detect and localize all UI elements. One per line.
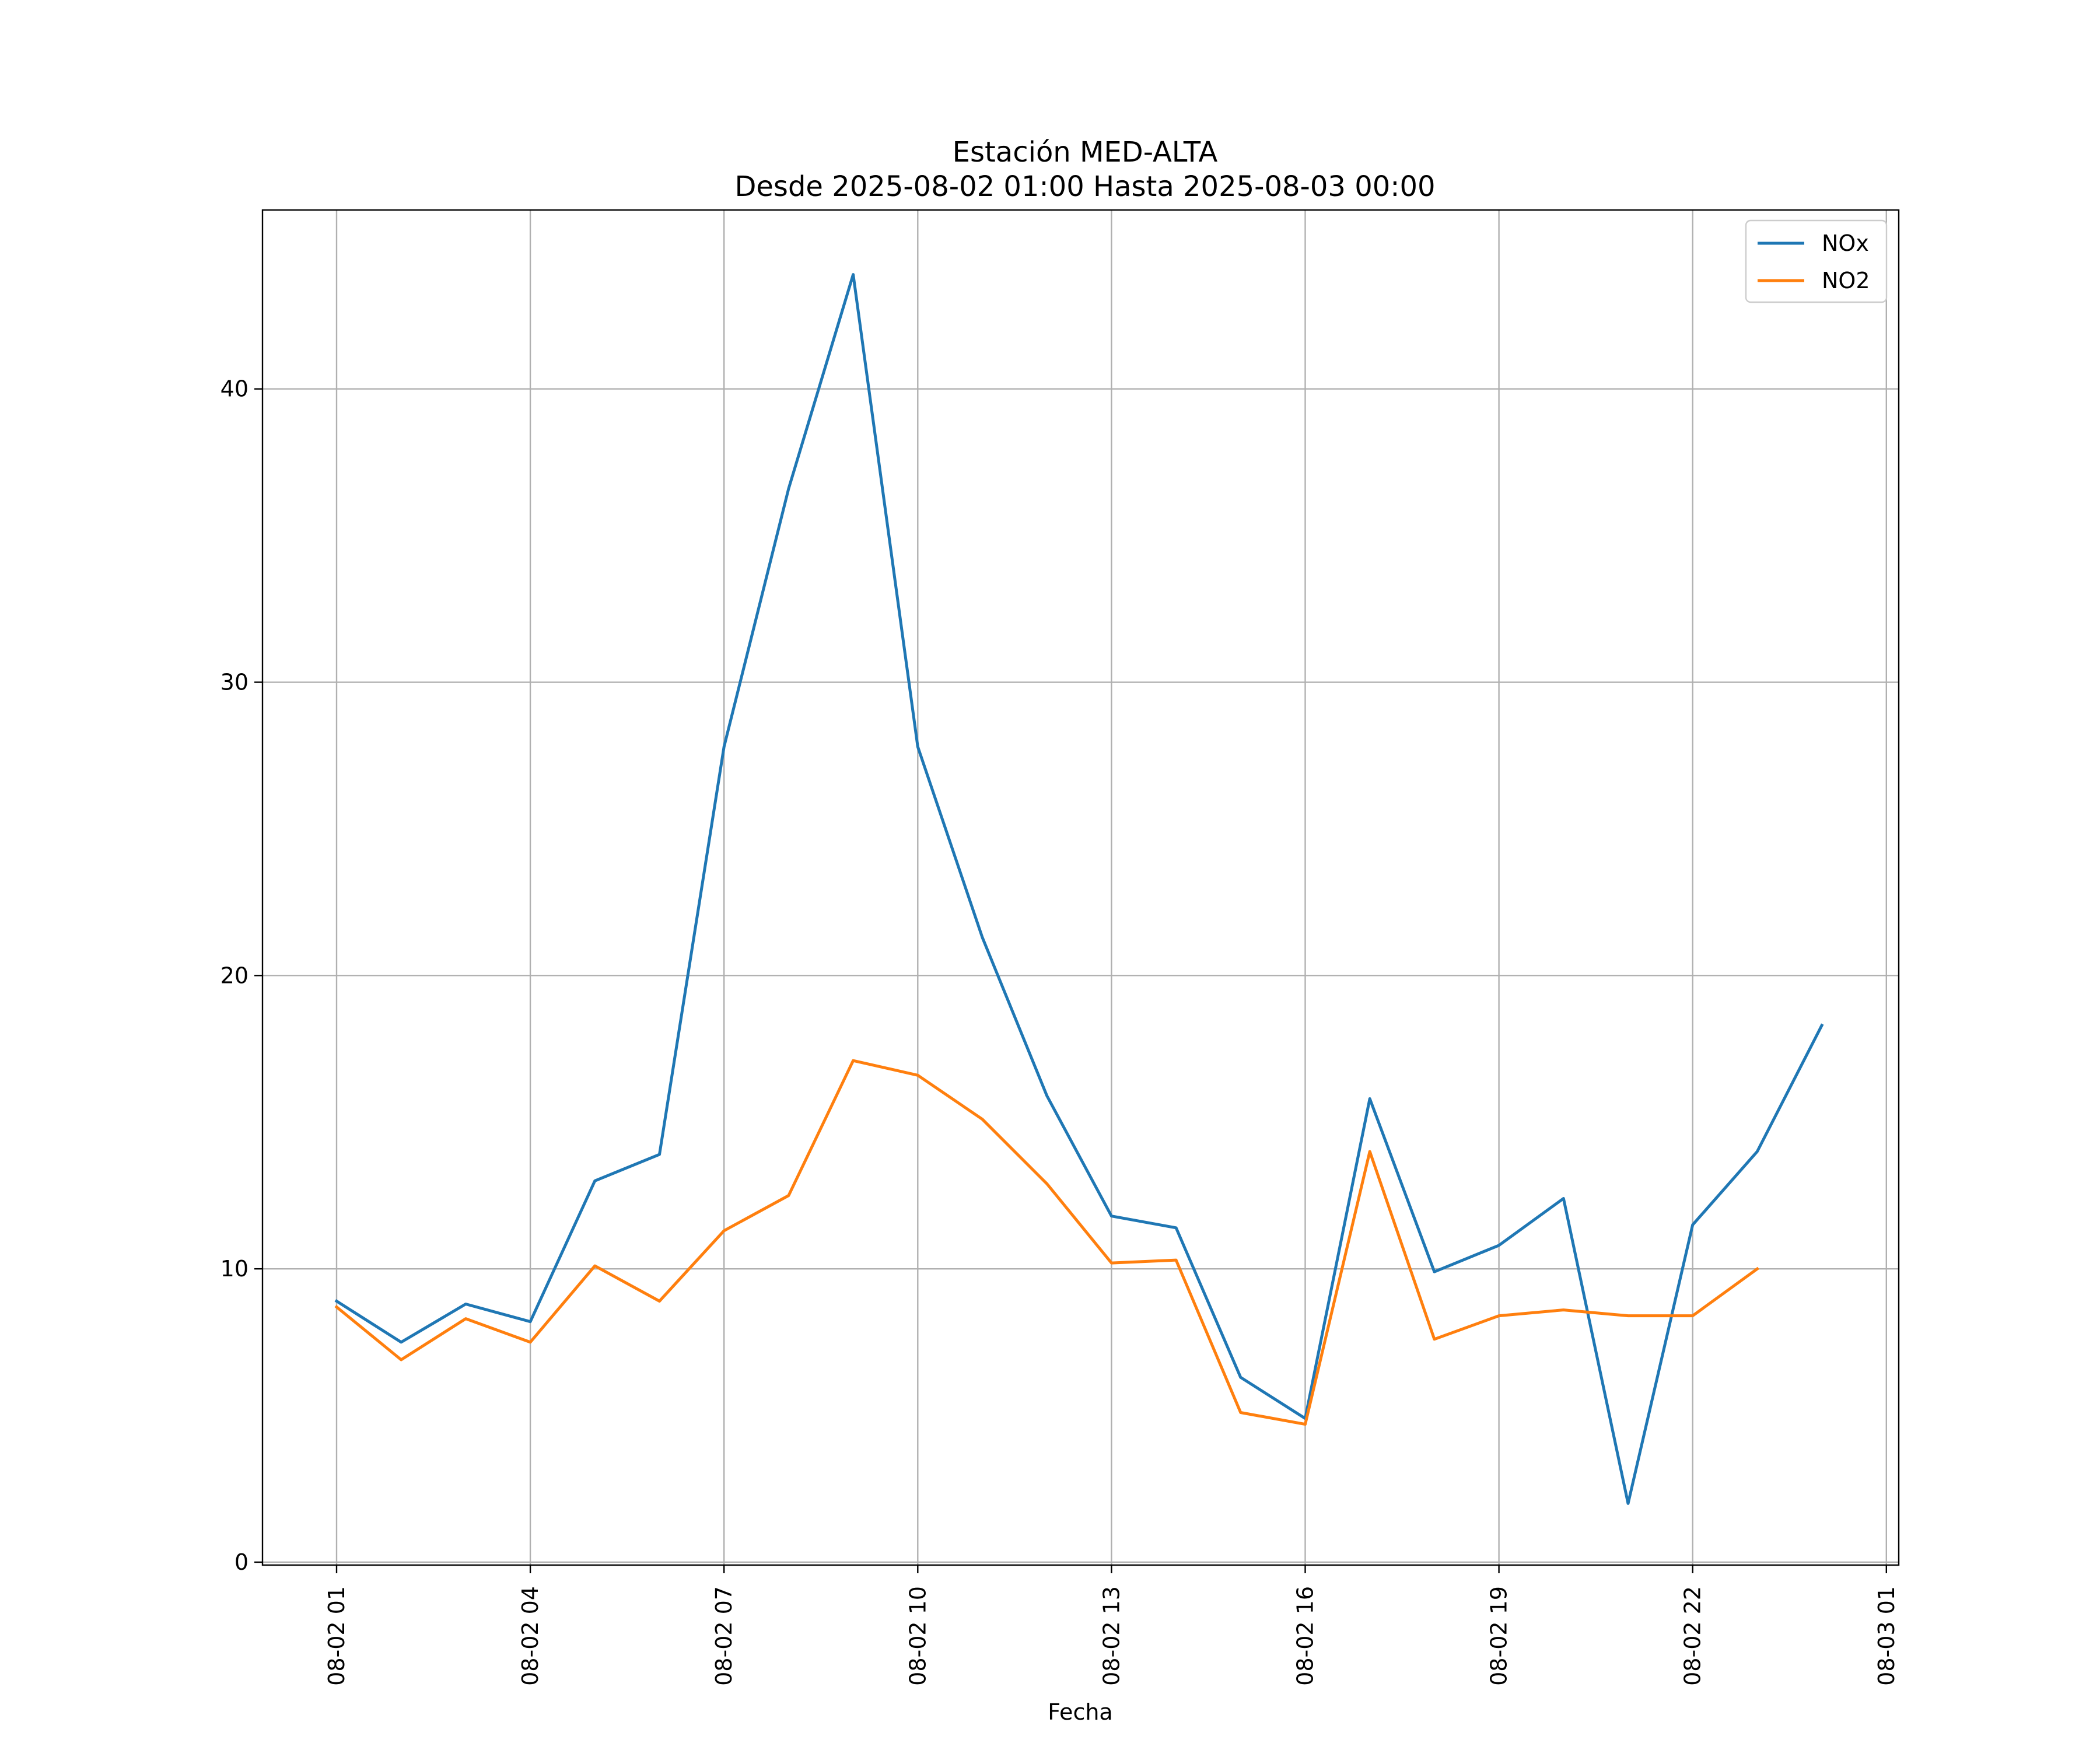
legend: NOx NO2 xyxy=(1745,219,1888,303)
axis-ticks: 08-02 01 08-02 04 08-02 07 08-02 10 08-02 13… xyxy=(220,376,1899,1686)
y-tick-label: 30 xyxy=(220,670,249,695)
legend-label-no2: NO2 xyxy=(1822,268,1870,293)
x-tick-label: 08-02 10 xyxy=(905,1586,930,1686)
x-tick-label: 08-02 07 xyxy=(711,1586,737,1686)
chart-subtitle: Desde 2025-08-02 01:00 Hasta 2025-08-03 … xyxy=(734,170,1435,203)
plot-frame xyxy=(261,209,1900,1566)
x-tick-label: 08-02 13 xyxy=(1098,1586,1124,1686)
grid-lines xyxy=(262,210,1899,1565)
series-line-no2 xyxy=(334,1059,1759,1426)
y-tick-label: 40 xyxy=(220,376,249,402)
y-tick-label: 20 xyxy=(220,963,249,988)
x-tick-label: 08-02 04 xyxy=(517,1586,543,1686)
x-axis-label: Fecha xyxy=(1048,1699,1112,1725)
chart-title: Estación MED-ALTA xyxy=(953,136,1218,169)
x-tick-label: 08-02 16 xyxy=(1293,1586,1318,1686)
y-tick-label: 0 xyxy=(235,1549,249,1575)
legend-label-nox: NOx xyxy=(1822,230,1869,256)
x-tick-label: 08-02 22 xyxy=(1680,1586,1706,1686)
y-tick-label: 10 xyxy=(220,1256,249,1282)
x-tick-label: 08-03 01 xyxy=(1874,1586,1899,1686)
series-lines xyxy=(334,273,1824,1505)
x-tick-label: 08-02 01 xyxy=(324,1586,349,1686)
x-tick-label: 08-02 19 xyxy=(1486,1586,1512,1686)
series-line-nox xyxy=(334,273,1824,1505)
